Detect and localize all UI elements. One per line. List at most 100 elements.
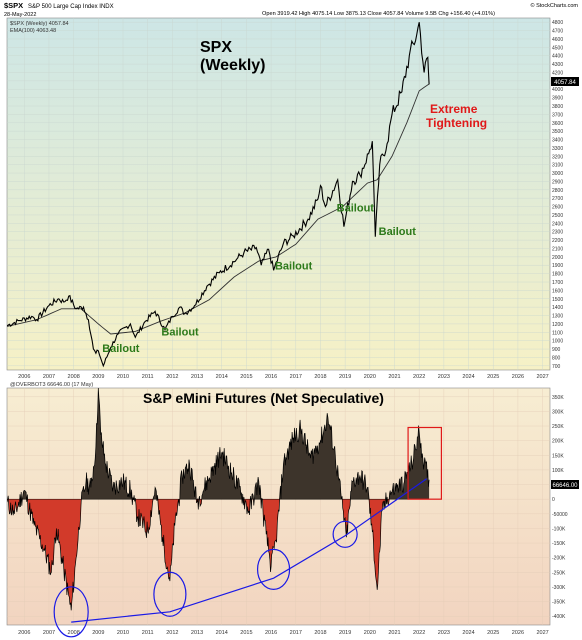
price-gridlines [7,18,550,370]
price-x-tick-label: 2019 [339,374,351,380]
price-y-tick-label: 1100 [552,330,563,336]
cot-y-tick-label: -400K [552,614,566,620]
cot-panel: 350K300K250K200K150K100K50K0-50000-100K-… [6,382,579,638]
price-y-tick-label: 1800 [552,272,563,278]
price-y-tick-label: 1600 [552,288,563,294]
cot-x-axis: 2006 2007 2008 2009 2010 2011 2012 2013 2014 2015… [18,630,549,636]
price-y-tick-label: 2500 [552,213,563,219]
header-date: 28-May-2022 [4,12,36,18]
price-y-tick-label: 4800 [552,20,563,26]
cot-x-tick-label: 2026 [512,630,524,636]
cot-negative-area [7,499,430,611]
price-x-axis: 2006 2007 2008 2009 2010 2011 2012 2013 2014 2015… [18,374,549,380]
price-y-tick-label: 1900 [552,263,563,269]
highlight-box [407,426,443,500]
cot-x-tick-label: 2010 [117,630,129,636]
price-x-tick-label: 2018 [314,374,326,380]
price-x-tick-label: 2009 [92,374,104,380]
cot-y-tick-label: -300K [552,585,566,591]
spx-weekly-line [7,22,430,368]
cot-x-tick-label: 2027 [536,630,548,636]
cot-y-tick-label: 0 [552,497,555,503]
cot-current-value: 66646.00 [552,483,578,489]
cot-x-tick-label: 2013 [191,630,203,636]
cot-x-tick-label: 2012 [166,630,178,636]
price-y-tick-label: 1200 [552,322,563,328]
price-y-tick-label: 3600 [552,121,563,127]
bailout-label: Bailout [161,327,199,339]
cot-y-tick-label: 350K [552,395,564,401]
cot-x-tick-label: 2025 [487,630,499,636]
price-y-tick-label: 2300 [552,230,563,236]
cot-x-tick-label: 2014 [216,630,228,636]
cot-y-tick-label: -350K [552,600,566,606]
price-y-tick-label: 2700 [552,196,563,202]
legend-ema: EMA(100) 4063.48 [10,28,56,34]
price-x-tick-label: 2023 [438,374,450,380]
extreme-tightening-label: Extreme Tightening [426,102,487,130]
price-x-tick-label: 2010 [117,374,129,380]
price-panel-background [6,17,551,371]
price-x-tick-label: 2020 [364,374,376,380]
cot-x-tick-label: 2007 [43,630,55,636]
cot-y-tick-label: 250K [552,424,564,430]
price-x-tick-label: 2006 [18,374,30,380]
cot-positive-area [7,388,430,500]
cot-y-tick-label: -200K [552,556,566,562]
bailout-label: Bailout [379,226,417,238]
price-y-tick-label: 4000 [552,87,563,93]
price-title: SPX (Weekly) [200,39,266,74]
cot-current-value-tag: 66646.00 [551,480,579,489]
price-y-tick-label: 2000 [552,255,563,261]
price-y-tick-label: 2400 [552,221,563,227]
rising-trend-line [71,478,427,623]
cot-y-tick-label: 300K [552,409,564,415]
bailout-label: Bailout [102,343,140,355]
price-y-tick-label: 3500 [552,129,563,135]
price-current-value: 4057.84 [554,80,576,86]
price-y-tick-label: 800 [552,355,561,361]
cot-y-tick-label: -250K [552,570,566,576]
chart-header: $SPX S&P 500 Large Cap Index INDX 28-May… [4,1,578,18]
cot-annotations [53,426,443,638]
price-y-tick-label: 3000 [552,171,563,177]
legend-spx: $SPX (Weekly) 4057.84 [10,21,69,27]
price-y-tick-label: 2800 [552,188,563,194]
price-x-tick-label: 2021 [388,374,400,380]
cot-x-tick-label: 2017 [290,630,302,636]
price-y-tick-label: 3100 [552,163,563,169]
price-x-tick-label: 2027 [536,374,548,380]
cot-x-tick-label: 2009 [92,630,104,636]
price-y-tick-label: 700 [552,364,561,370]
header-index-name: S&P 500 Large Cap Index INDX [28,4,114,10]
cot-x-tick-label: 2023 [438,630,450,636]
cot-x-tick-label: 2011 [142,630,154,636]
price-y-tick-label: 3400 [552,138,563,144]
price-x-tick-label: 2017 [290,374,302,380]
bailout-labels: Bailout Bailout Bailout Bailout Bailout [102,203,416,355]
price-y-tick-label: 4600 [552,37,563,43]
price-x-tick-label: 2016 [265,374,277,380]
price-y-tick-label: 4500 [552,45,563,51]
bailout-label: Bailout [275,260,313,272]
price-y-tick-label: 1500 [552,297,563,303]
price-y-tick-label: 900 [552,347,561,353]
cot-y-tick-label: -100K [552,526,566,532]
cot-x-tick-label: 2008 [68,630,80,636]
price-y-tick-label: 2900 [552,179,563,185]
cot-x-tick-label: 2024 [462,630,474,636]
circled-low [53,586,89,638]
circled-low [153,571,187,617]
price-x-tick-label: 2024 [462,374,474,380]
price-y-tick-label: 1300 [552,314,563,320]
cot-y-tick-label: -50000 [552,512,568,518]
cot-x-tick-label: 2019 [339,630,351,636]
spx-title: SPX (Weekly) [200,39,266,74]
cot-y-tick-label: 100K [552,468,564,474]
cot-x-tick-label: 2018 [314,630,326,636]
price-y-tick-label: 2600 [552,205,563,211]
cot-title: S&P eMini Futures (Net Speculative) [143,390,384,406]
price-x-tick-label: 2022 [413,374,425,380]
price-y-tick-label: 3700 [552,112,563,118]
